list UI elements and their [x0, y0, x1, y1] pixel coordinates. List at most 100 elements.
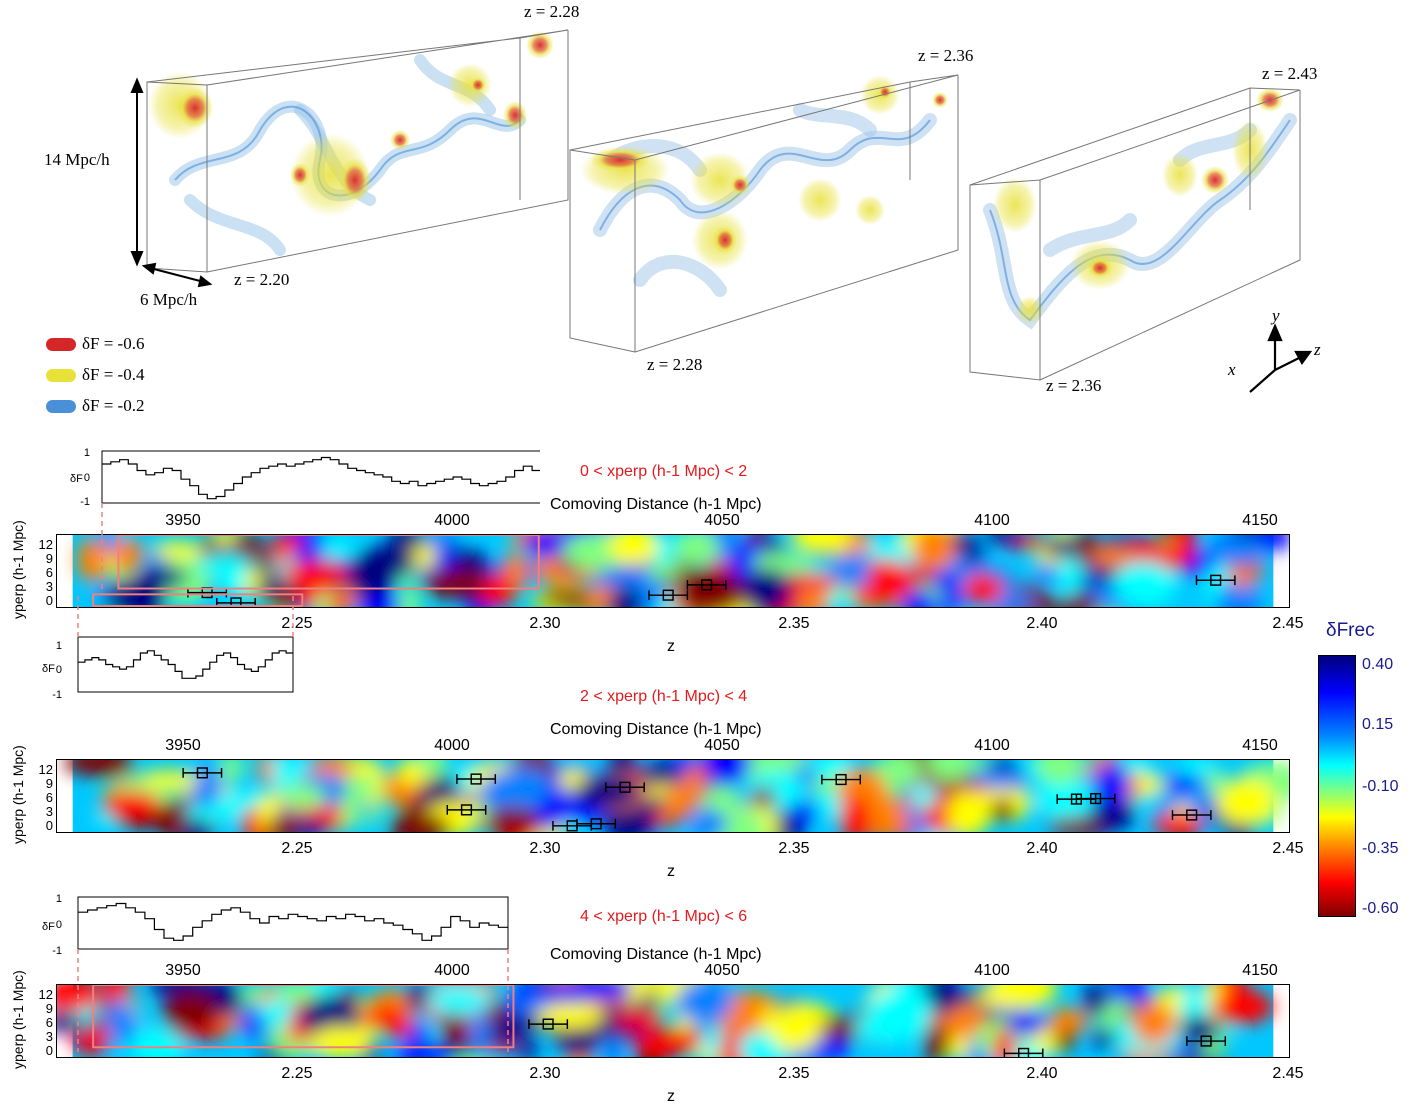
heatmap-blob	[340, 788, 363, 829]
heatmap-blob	[1007, 1010, 1046, 1037]
panel3-xtick: 2.40	[1026, 1065, 1058, 1082]
panel1-top-tick: 4100	[974, 512, 1010, 529]
inset-ytick: 0	[55, 919, 62, 931]
heatmap-blob	[539, 590, 590, 607]
heatmap-blob	[387, 535, 426, 551]
box3-z-end-label: z = 2.43	[1262, 64, 1318, 83]
volume-box-2	[569, 74, 959, 353]
panel3-ytick: 12	[38, 987, 53, 1002]
heatmap-blob	[704, 760, 745, 787]
galaxy-marker	[1186, 1035, 1227, 1047]
panel3-ylabel: yperp (h-1 Mpc)	[10, 970, 26, 1069]
colorbar-label: δFrec	[1326, 620, 1375, 641]
heatmap-blob	[526, 535, 568, 558]
heatmap-blob	[738, 1031, 778, 1057]
panel2-xlabel: z	[667, 863, 675, 880]
heatmap-blob	[1058, 556, 1083, 594]
galaxy-marker	[1075, 792, 1116, 805]
heatmap-blob	[875, 760, 922, 786]
heatmap-blob	[101, 790, 161, 820]
panel1-xtick: 2.35	[778, 615, 810, 632]
galaxy-marker	[1195, 574, 1236, 586]
colorbar-tick: -0.35	[1362, 840, 1399, 857]
galaxy-marker	[605, 781, 645, 793]
heatmap-blob	[257, 1001, 281, 1025]
heatmap-blob	[218, 760, 244, 781]
heatmap-blob	[1036, 776, 1094, 820]
heatmap-blob	[77, 537, 109, 583]
heatmap-blob	[632, 1029, 701, 1057]
panel3-top-tick: 3950	[165, 962, 201, 979]
heatmap-blob	[947, 792, 990, 832]
panel3-ytick: 3	[45, 1029, 53, 1044]
scale-arrows	[130, 77, 213, 288]
heatmap-blob	[869, 795, 907, 832]
heatmap-blob	[310, 1026, 371, 1057]
colorbar-tick: -0.10	[1362, 778, 1399, 795]
heatmap-blob	[151, 541, 204, 559]
legend-label: δF = -0.2	[82, 396, 145, 415]
heatmap-blob	[673, 535, 720, 565]
heatmap-blob	[342, 558, 396, 597]
heatmap-blob	[802, 586, 830, 607]
panel1-title: 0 < xperp (h-1 Mpc) < 2	[580, 463, 748, 480]
volume-box-1	[146, 29, 569, 273]
panel3-top-tick: 4050	[704, 962, 740, 979]
inset-ytick: 1	[83, 447, 90, 459]
panel1-top-tick: 4000	[434, 512, 470, 529]
heatmap-blob	[974, 990, 1043, 1008]
panel3-xlabel: z	[667, 1088, 675, 1105]
heatmap-blob	[690, 809, 728, 832]
heatmap-blob	[105, 999, 137, 1046]
heatmap-blob	[484, 806, 540, 832]
heatmap-blob	[912, 535, 956, 571]
heatmap-blob	[962, 573, 1004, 605]
heatmap-blob	[275, 985, 318, 1003]
heatmap-blob	[751, 786, 776, 808]
galaxy-marker	[686, 579, 727, 591]
legend-label: δF = -0.6	[82, 334, 145, 353]
axis-z-label: z	[1314, 340, 1321, 359]
scale-height-label: 14 Mpc/h	[44, 150, 110, 169]
galaxy-marker	[528, 1018, 569, 1030]
inset-ytick: 1	[55, 893, 62, 905]
panel3-xtick: 2.35	[778, 1065, 810, 1082]
heatmap-blob	[1215, 778, 1276, 826]
panel2-xtick: 2.25	[281, 840, 313, 857]
panel3-title: 4 < xperp (h-1 Mpc) < 6	[580, 908, 748, 925]
panel2-ytick: 9	[45, 776, 53, 791]
panel1-inset-b	[77, 592, 294, 693]
heatmap-blob	[613, 1011, 665, 1030]
panel1-ytick: 12	[38, 537, 53, 552]
galaxy-marker	[821, 773, 862, 786]
heatmap-blob	[536, 1003, 603, 1029]
heatmap-blob	[1034, 760, 1085, 785]
heatmap-blob	[790, 535, 853, 554]
heatmap-blob	[161, 992, 220, 1032]
heatmap-blob	[1211, 989, 1274, 1025]
galaxy-marker	[576, 818, 617, 830]
heatmap-blob	[1044, 537, 1080, 558]
heatmap-blob	[427, 986, 491, 1015]
heatmap-blob	[138, 770, 201, 787]
panel2-top-tick: 4150	[1242, 737, 1278, 754]
heatmap-blob	[775, 1002, 835, 1042]
panel2-top-tick: 3950	[165, 737, 201, 754]
panel1-xlabel: z	[667, 638, 675, 655]
heatmap-blob	[388, 813, 452, 832]
heatmap-blob	[1051, 596, 1103, 607]
galaxy-marker	[446, 804, 487, 816]
heatmap-blob	[111, 537, 144, 571]
heatmap-blob	[609, 535, 659, 567]
heatmap-blob	[926, 760, 972, 781]
heatmap-blob	[298, 562, 321, 607]
heatmap-blob	[470, 1010, 490, 1057]
inset-ytick: -1	[52, 689, 62, 701]
volume-render-panel	[130, 29, 1313, 393]
heatmap-blob	[478, 573, 517, 607]
panel3-top-tick: 4150	[1242, 962, 1278, 979]
box1-z-start-label: z = 2.20	[234, 270, 290, 289]
heatmap-blob	[383, 1010, 412, 1040]
panel2-heatmap	[56, 759, 1290, 833]
panel2-title: 2 < xperp (h-1 Mpc) < 4	[580, 688, 748, 705]
